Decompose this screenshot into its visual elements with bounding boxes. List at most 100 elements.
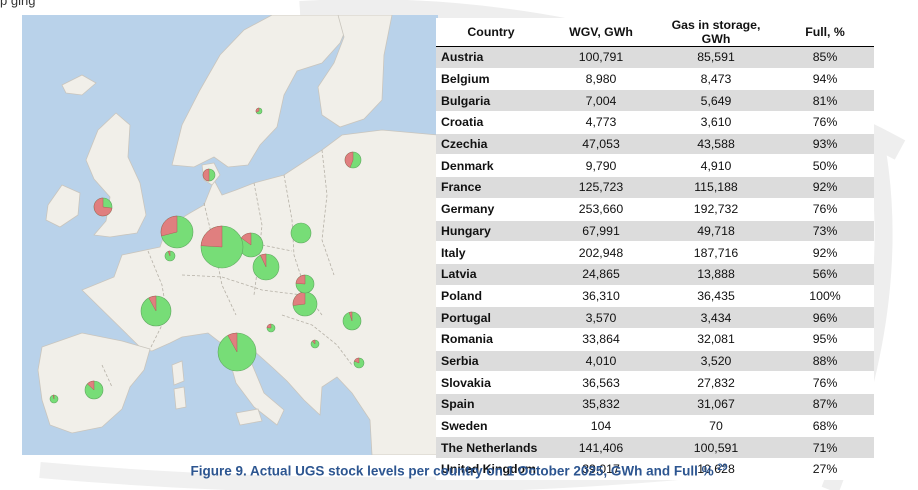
pie-empty-slice <box>260 253 267 268</box>
gas-in-storage-cell: 27,832 <box>656 371 776 394</box>
pie-croatia <box>266 323 276 333</box>
gas-in-storage-cell: 85,591 <box>656 46 776 69</box>
gas-in-storage-cell: 36,435 <box>656 284 776 307</box>
table-row: Slovakia 36,563 27,832 76% <box>436 371 874 394</box>
full-cell: 56% <box>776 262 874 286</box>
pie-empty-slice <box>160 215 178 237</box>
caption-reference: 29 <box>717 462 728 472</box>
gas-in-storage-cell: 3,434 <box>656 306 776 329</box>
pie-slovakia <box>295 274 315 294</box>
full-cell: 27% <box>776 458 874 480</box>
table-row: Romania 33,864 32,081 95% <box>436 327 874 351</box>
gas-in-storage-cell: 115,188 <box>656 176 776 199</box>
full-cell: 76% <box>776 111 874 134</box>
wgv-cell: 100,791 <box>546 46 656 69</box>
wgv-cell: 4,010 <box>546 349 656 372</box>
europe-map <box>22 15 438 455</box>
table-row: Poland 36,310 36,435 100% <box>436 284 874 307</box>
pie-empty-slice <box>295 274 306 285</box>
pie-empty-slice <box>311 339 316 345</box>
wgv-cell: 8,980 <box>546 67 656 90</box>
gas-in-storage-cell: 43,588 <box>656 132 776 155</box>
pie-denmark <box>202 168 216 182</box>
gas-in-storage-cell: 4,910 <box>656 154 776 177</box>
pie-belgium <box>164 250 176 262</box>
full-cell: 92% <box>776 176 874 199</box>
full-cell: 94% <box>776 67 874 90</box>
wgv-cell: 202,948 <box>546 241 656 264</box>
caption-text: Figure 9. Actual UGS stock levels per co… <box>190 463 714 479</box>
country-cell: United Kingdom <box>436 458 546 480</box>
country-cell: Poland <box>436 284 546 307</box>
pie-empty-slice <box>344 151 354 168</box>
full-cell: 93% <box>776 132 874 155</box>
full-cell: 92% <box>776 241 874 264</box>
body-text-fragment: p ging <box>0 0 36 8</box>
pie-empty-slice <box>354 357 360 364</box>
pie-germany <box>200 225 244 269</box>
wgv-cell: 24,865 <box>546 262 656 286</box>
country-cell: The Netherlands <box>436 436 546 459</box>
table-row: Sweden 104 70 68% <box>436 414 874 437</box>
table-row: The Netherlands 141,406 100,591 71% <box>436 436 874 459</box>
country-cell: Serbia <box>436 349 546 372</box>
full-cell: 76% <box>776 197 874 220</box>
wgv-cell: 67,991 <box>546 219 656 242</box>
full-cell: 85% <box>776 46 874 69</box>
header-full: Full, % <box>776 18 874 47</box>
wgv-cell: 125,723 <box>546 176 656 199</box>
full-cell: 76% <box>776 371 874 394</box>
wgv-cell: 9,790 <box>546 154 656 177</box>
country-cell: Italy <box>436 241 546 264</box>
wgv-cell: 141,406 <box>546 436 656 459</box>
gas-in-storage-cell: 192,732 <box>656 197 776 220</box>
table-row: Croatia 4,773 3,610 76% <box>436 111 874 134</box>
pie-empty-slice <box>266 323 272 329</box>
table-header-row: Country WGV, GWh Gas in storage, GWh Ful… <box>436 18 874 47</box>
table-row: Germany 253,660 192,732 76% <box>436 197 874 220</box>
pie-empty-slice <box>167 250 171 257</box>
pie-empty-slice <box>202 168 210 182</box>
full-cell: 68% <box>776 414 874 437</box>
pie-serbia <box>310 339 320 349</box>
pie-empty-slice <box>255 107 260 113</box>
table-row: Czechia 47,053 43,588 93% <box>436 132 874 155</box>
wgv-cell: 47,053 <box>546 132 656 155</box>
pie-empty-slice <box>93 197 113 217</box>
wgv-cell: 4,773 <box>546 111 656 134</box>
country-cell: Latvia <box>436 262 546 286</box>
gas-in-storage-cell: 31,067 <box>656 393 776 416</box>
full-cell: 95% <box>776 327 874 351</box>
header-country: Country <box>436 18 546 47</box>
gas-in-storage-cell: 13,888 <box>656 262 776 286</box>
wgv-cell: 35,832 <box>546 393 656 416</box>
pie-full-slice <box>290 222 312 244</box>
country-cell: Spain <box>436 393 546 416</box>
country-cell: France <box>436 176 546 199</box>
pie-italy <box>217 332 257 372</box>
table-row: United Kingdom 39,017 10,628 27% <box>436 458 874 480</box>
wgv-cell: 39,017 <box>546 458 656 480</box>
full-cell: 50% <box>776 154 874 177</box>
gas-in-storage-cell: 32,081 <box>656 327 776 351</box>
gas-in-storage-cell: 100,591 <box>656 436 776 459</box>
table-row: Italy 202,948 187,716 92% <box>436 241 874 264</box>
country-cell: Denmark <box>436 154 546 177</box>
wgv-cell: 36,563 <box>546 371 656 394</box>
pie-the-netherlands <box>160 215 194 249</box>
country-cell: Czechia <box>436 132 546 155</box>
pie-empty-slice <box>148 295 157 312</box>
gas-in-storage-cell: 5,649 <box>656 89 776 112</box>
table-row: Austria 100,791 85,591 85% <box>436 46 874 69</box>
pie-empty-slice <box>348 311 353 322</box>
pie-empty-slice <box>200 225 223 248</box>
table-row: Bulgaria 7,004 5,649 81% <box>436 89 874 112</box>
pie-hungary <box>292 291 318 317</box>
full-cell: 81% <box>776 89 874 112</box>
pie-spain <box>84 380 104 400</box>
country-cell: Austria <box>436 46 546 69</box>
country-cell: Germany <box>436 197 546 220</box>
pie-empty-slice <box>52 394 55 400</box>
full-cell: 100% <box>776 284 874 307</box>
full-cell: 88% <box>776 349 874 372</box>
